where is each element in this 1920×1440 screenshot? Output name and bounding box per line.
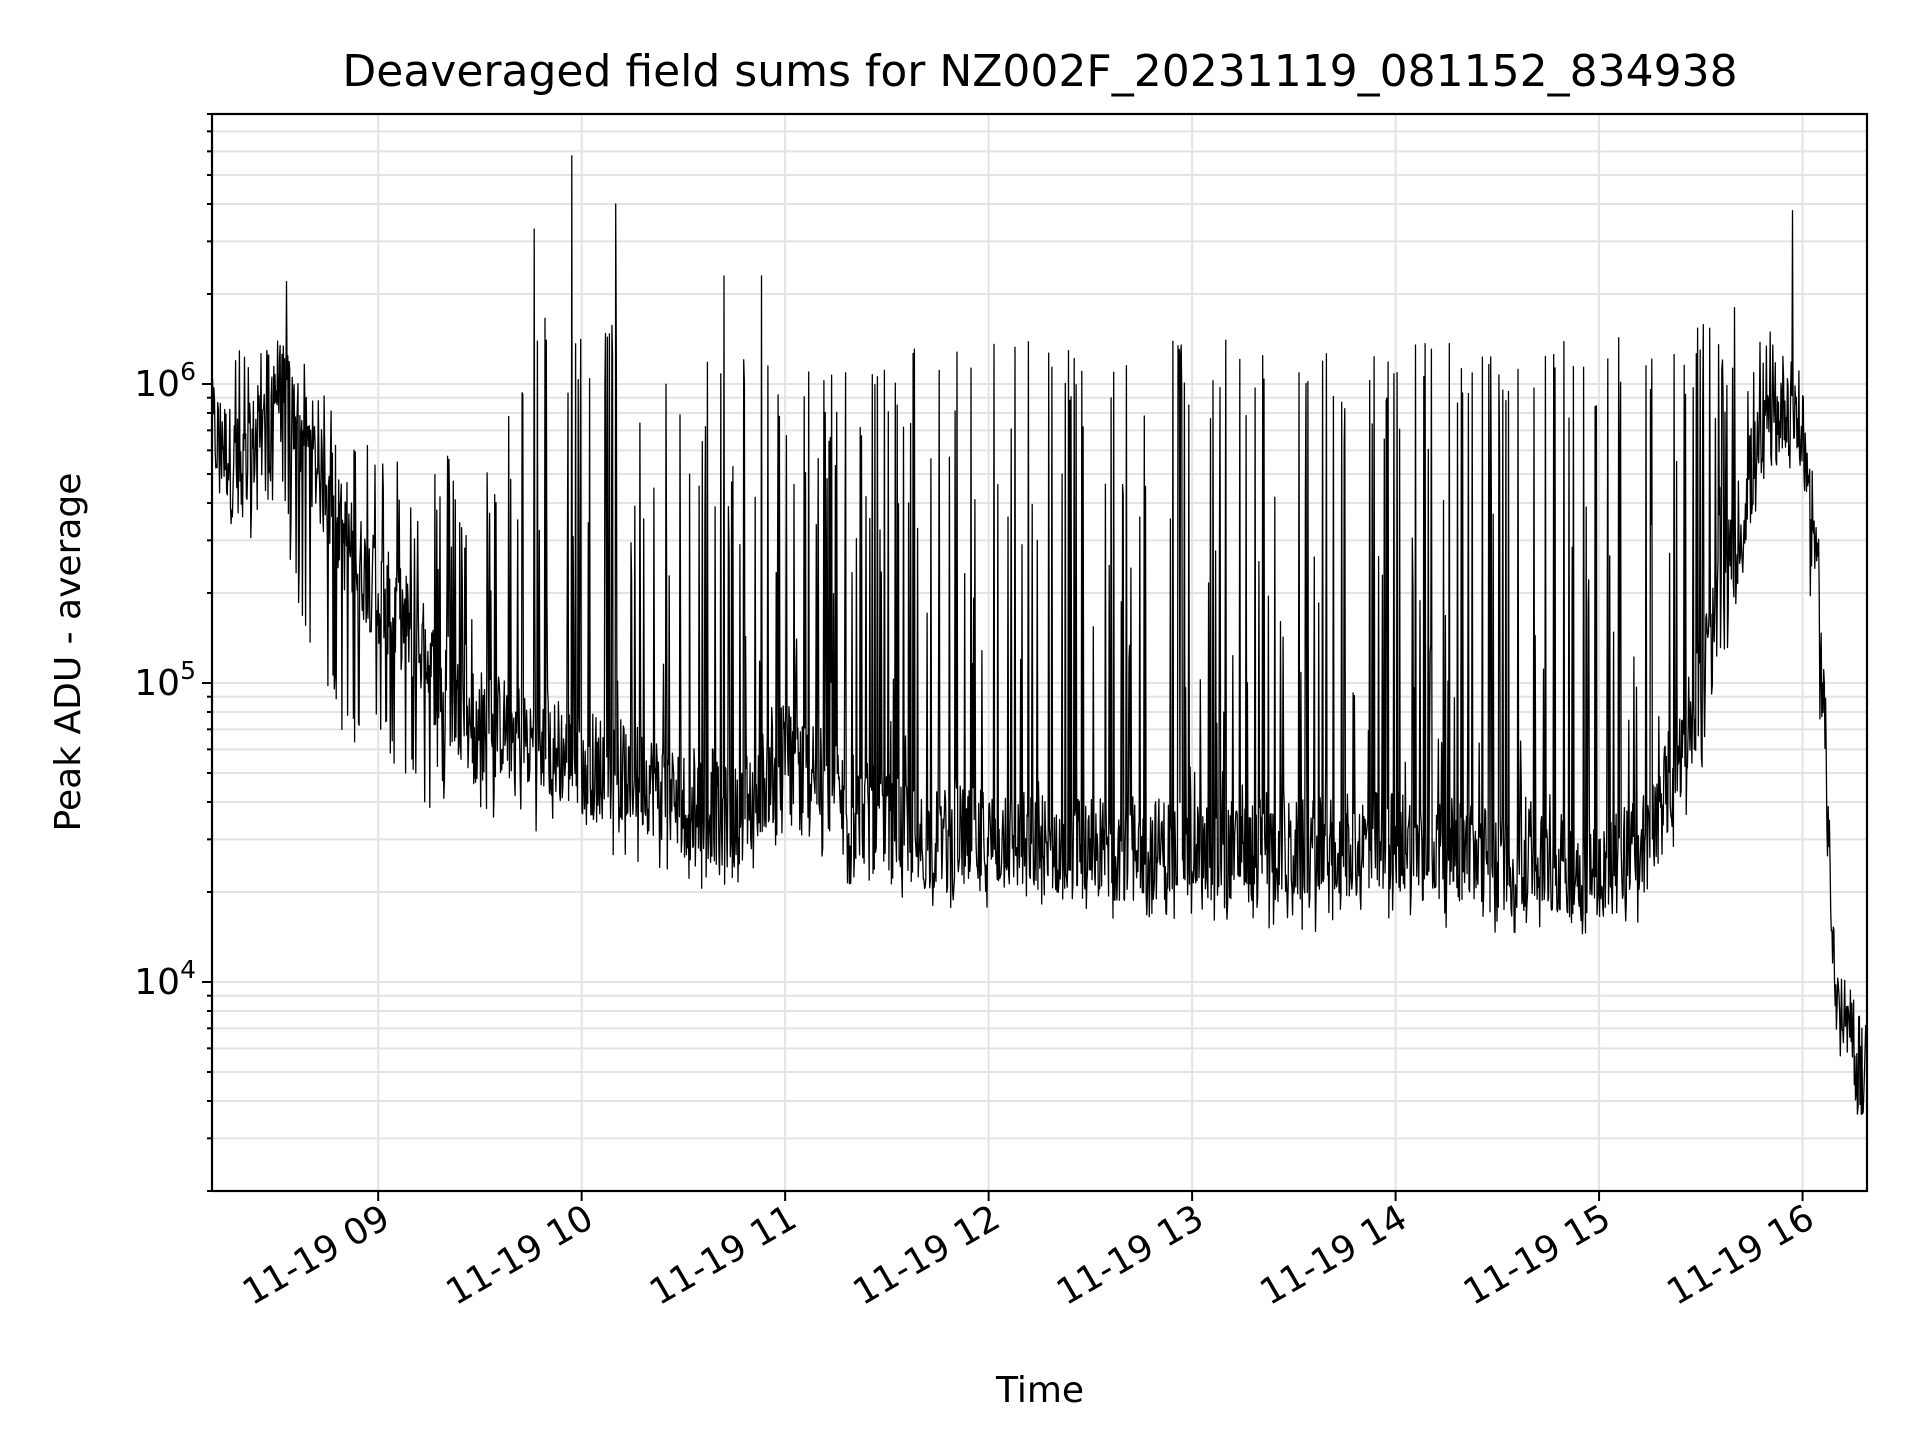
x-tick-label: 11-19 09 xyxy=(236,1197,397,1313)
y-tick-label: 105 xyxy=(134,656,196,704)
x-tick-label: 11-19 13 xyxy=(1050,1197,1211,1313)
grid xyxy=(212,113,1867,1192)
y-tick-exponent: 5 xyxy=(180,656,196,685)
y-tick-base: 10 xyxy=(134,962,180,1003)
x-tick-label: 11-19 15 xyxy=(1457,1197,1618,1313)
x-tick-label: 11-19 11 xyxy=(643,1197,804,1313)
y-tick-label: 106 xyxy=(134,357,196,405)
y-tick-exponent: 4 xyxy=(180,955,196,984)
y-tick-label: 104 xyxy=(134,955,196,1003)
y-tick-exponent: 6 xyxy=(180,357,196,386)
series-layer xyxy=(211,155,1868,1115)
y-tick-base: 10 xyxy=(134,663,180,704)
x-axis-label: Time xyxy=(995,1370,1084,1411)
x-tick-label: 11-19 10 xyxy=(439,1197,600,1313)
chart-title: Deaveraged field sums for NZ002F_2023111… xyxy=(342,46,1737,97)
x-tick-label: 11-19 14 xyxy=(1253,1197,1414,1313)
x-tick-label: 11-19 12 xyxy=(846,1197,1007,1313)
y-tick-base: 10 xyxy=(134,364,180,405)
x-tick-label: 11-19 16 xyxy=(1660,1197,1821,1313)
series-line xyxy=(211,155,1868,1115)
y-axis-label: Peak ADU - average xyxy=(48,473,89,832)
plot-frame xyxy=(210,112,1869,1193)
